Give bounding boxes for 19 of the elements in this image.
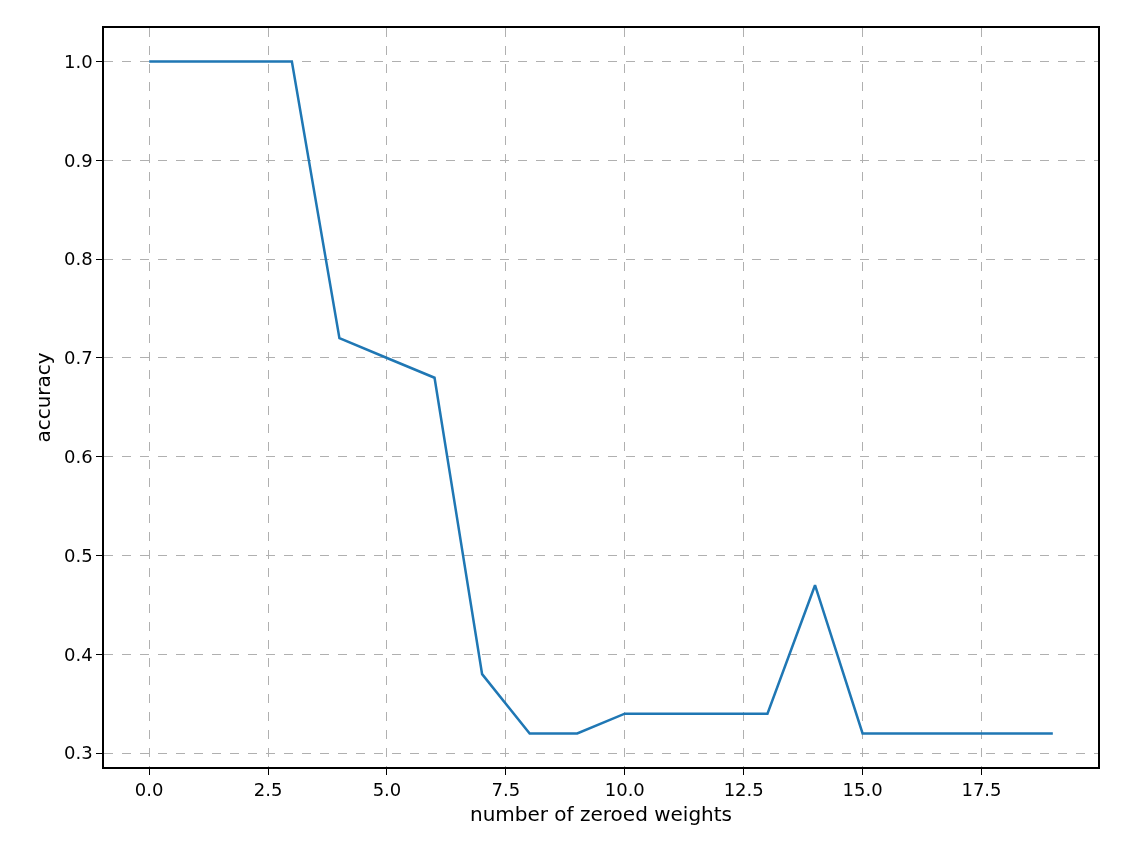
y-tick-label: 0.7 [64,347,93,369]
y-tick-label: 0.5 [64,544,93,566]
y-tick-label: 0.6 [64,446,93,468]
line-series [147,60,1055,735]
x-tick-label: 15.0 [842,779,883,801]
x-tick-label: 10.0 [604,779,645,801]
y-axis-title: accuracy [31,352,56,443]
x-tick-label: 12.5 [723,779,764,801]
x-tick-label: 2.5 [253,779,283,801]
x-tick-label: 7.5 [491,779,521,801]
x-axis-title: number of zeroed weights [469,802,733,827]
y-tick-label: 0.8 [64,248,93,270]
x-tick-label: 0.0 [134,779,164,801]
y-tick-label: 0.4 [64,643,93,665]
y-tick-label: 0.3 [64,742,93,764]
y-tick-label: 1.0 [64,50,93,72]
x-tick-label: 17.5 [961,779,1002,801]
y-tick-label: 0.9 [64,149,93,171]
x-tick-label: 5.0 [372,779,402,801]
